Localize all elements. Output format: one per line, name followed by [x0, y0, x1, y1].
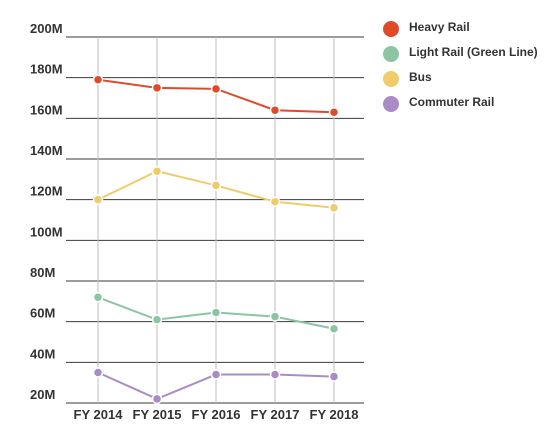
data-point[interactable] [92, 292, 104, 303]
x-tick-label: FY 2015 [133, 407, 182, 422]
y-tick-label: 200M [30, 21, 63, 36]
data-point[interactable] [328, 323, 340, 335]
data-point[interactable] [210, 307, 222, 318]
data-point[interactable] [92, 74, 104, 85]
data-point[interactable] [210, 180, 222, 191]
data-point[interactable] [210, 83, 222, 95]
legend-item[interactable]: Bus [383, 70, 543, 87]
y-tick-label: 60M [30, 306, 55, 321]
legend-item[interactable]: Heavy Rail [383, 20, 543, 37]
legend: Heavy Rail Light Rail (Green Line) Bus Comm… [383, 20, 543, 120]
series-2 [92, 165, 340, 214]
y-tick-label: 120M [30, 184, 63, 199]
legend-swatch [383, 21, 399, 37]
data-point[interactable] [328, 106, 340, 118]
y-tick-label: 160M [30, 102, 63, 117]
legend-swatch [383, 71, 399, 87]
data-point[interactable] [269, 104, 281, 116]
legend-swatch [383, 46, 399, 62]
y-tick-label: 80M [30, 265, 55, 280]
y-axis-ticks: 200M 180M 160M 140M 120M 100M 80M 60M 40M 20M [30, 21, 63, 402]
data-point[interactable] [328, 371, 340, 382]
series-0 [92, 74, 340, 118]
series-group [92, 74, 340, 405]
y-tick-label: 20M [30, 387, 55, 402]
x-axis-ticks: FY 2014 FY 2015 FY 2016 FY 2017 FY 2018 [74, 407, 359, 422]
data-point[interactable] [269, 311, 281, 322]
grid-lines [66, 36, 364, 404]
data-point[interactable] [210, 369, 222, 380]
data-point[interactable] [151, 82, 163, 94]
series-3 [92, 367, 340, 405]
y-tick-label: 180M [30, 62, 63, 77]
y-tick-label: 140M [30, 143, 63, 158]
data-point[interactable] [92, 367, 104, 378]
x-tick-label: FY 2017 [251, 407, 300, 422]
x-tick-label: FY 2016 [192, 407, 241, 422]
legend-item[interactable]: Light Rail (Green Line) [383, 45, 543, 62]
data-point[interactable] [151, 314, 163, 325]
legend-label: Heavy Rail [409, 20, 470, 34]
x-tick-label: FY 2018 [310, 407, 359, 422]
legend-label: Light Rail (Green Line) [409, 45, 538, 59]
y-tick-label: 40M [30, 346, 55, 361]
legend-label: Bus [409, 70, 432, 84]
y-tick-label: 100M [30, 224, 63, 239]
legend-label: Commuter Rail [409, 95, 495, 109]
legend-swatch [383, 96, 399, 112]
data-point[interactable] [92, 194, 104, 205]
data-point[interactable] [269, 369, 281, 380]
data-point[interactable] [328, 202, 340, 214]
legend-item[interactable]: Commuter Rail [383, 95, 543, 112]
data-point[interactable] [151, 393, 163, 405]
data-point[interactable] [269, 196, 281, 207]
x-tick-label: FY 2014 [74, 407, 124, 422]
data-point[interactable] [151, 165, 163, 177]
series-1 [92, 292, 340, 335]
